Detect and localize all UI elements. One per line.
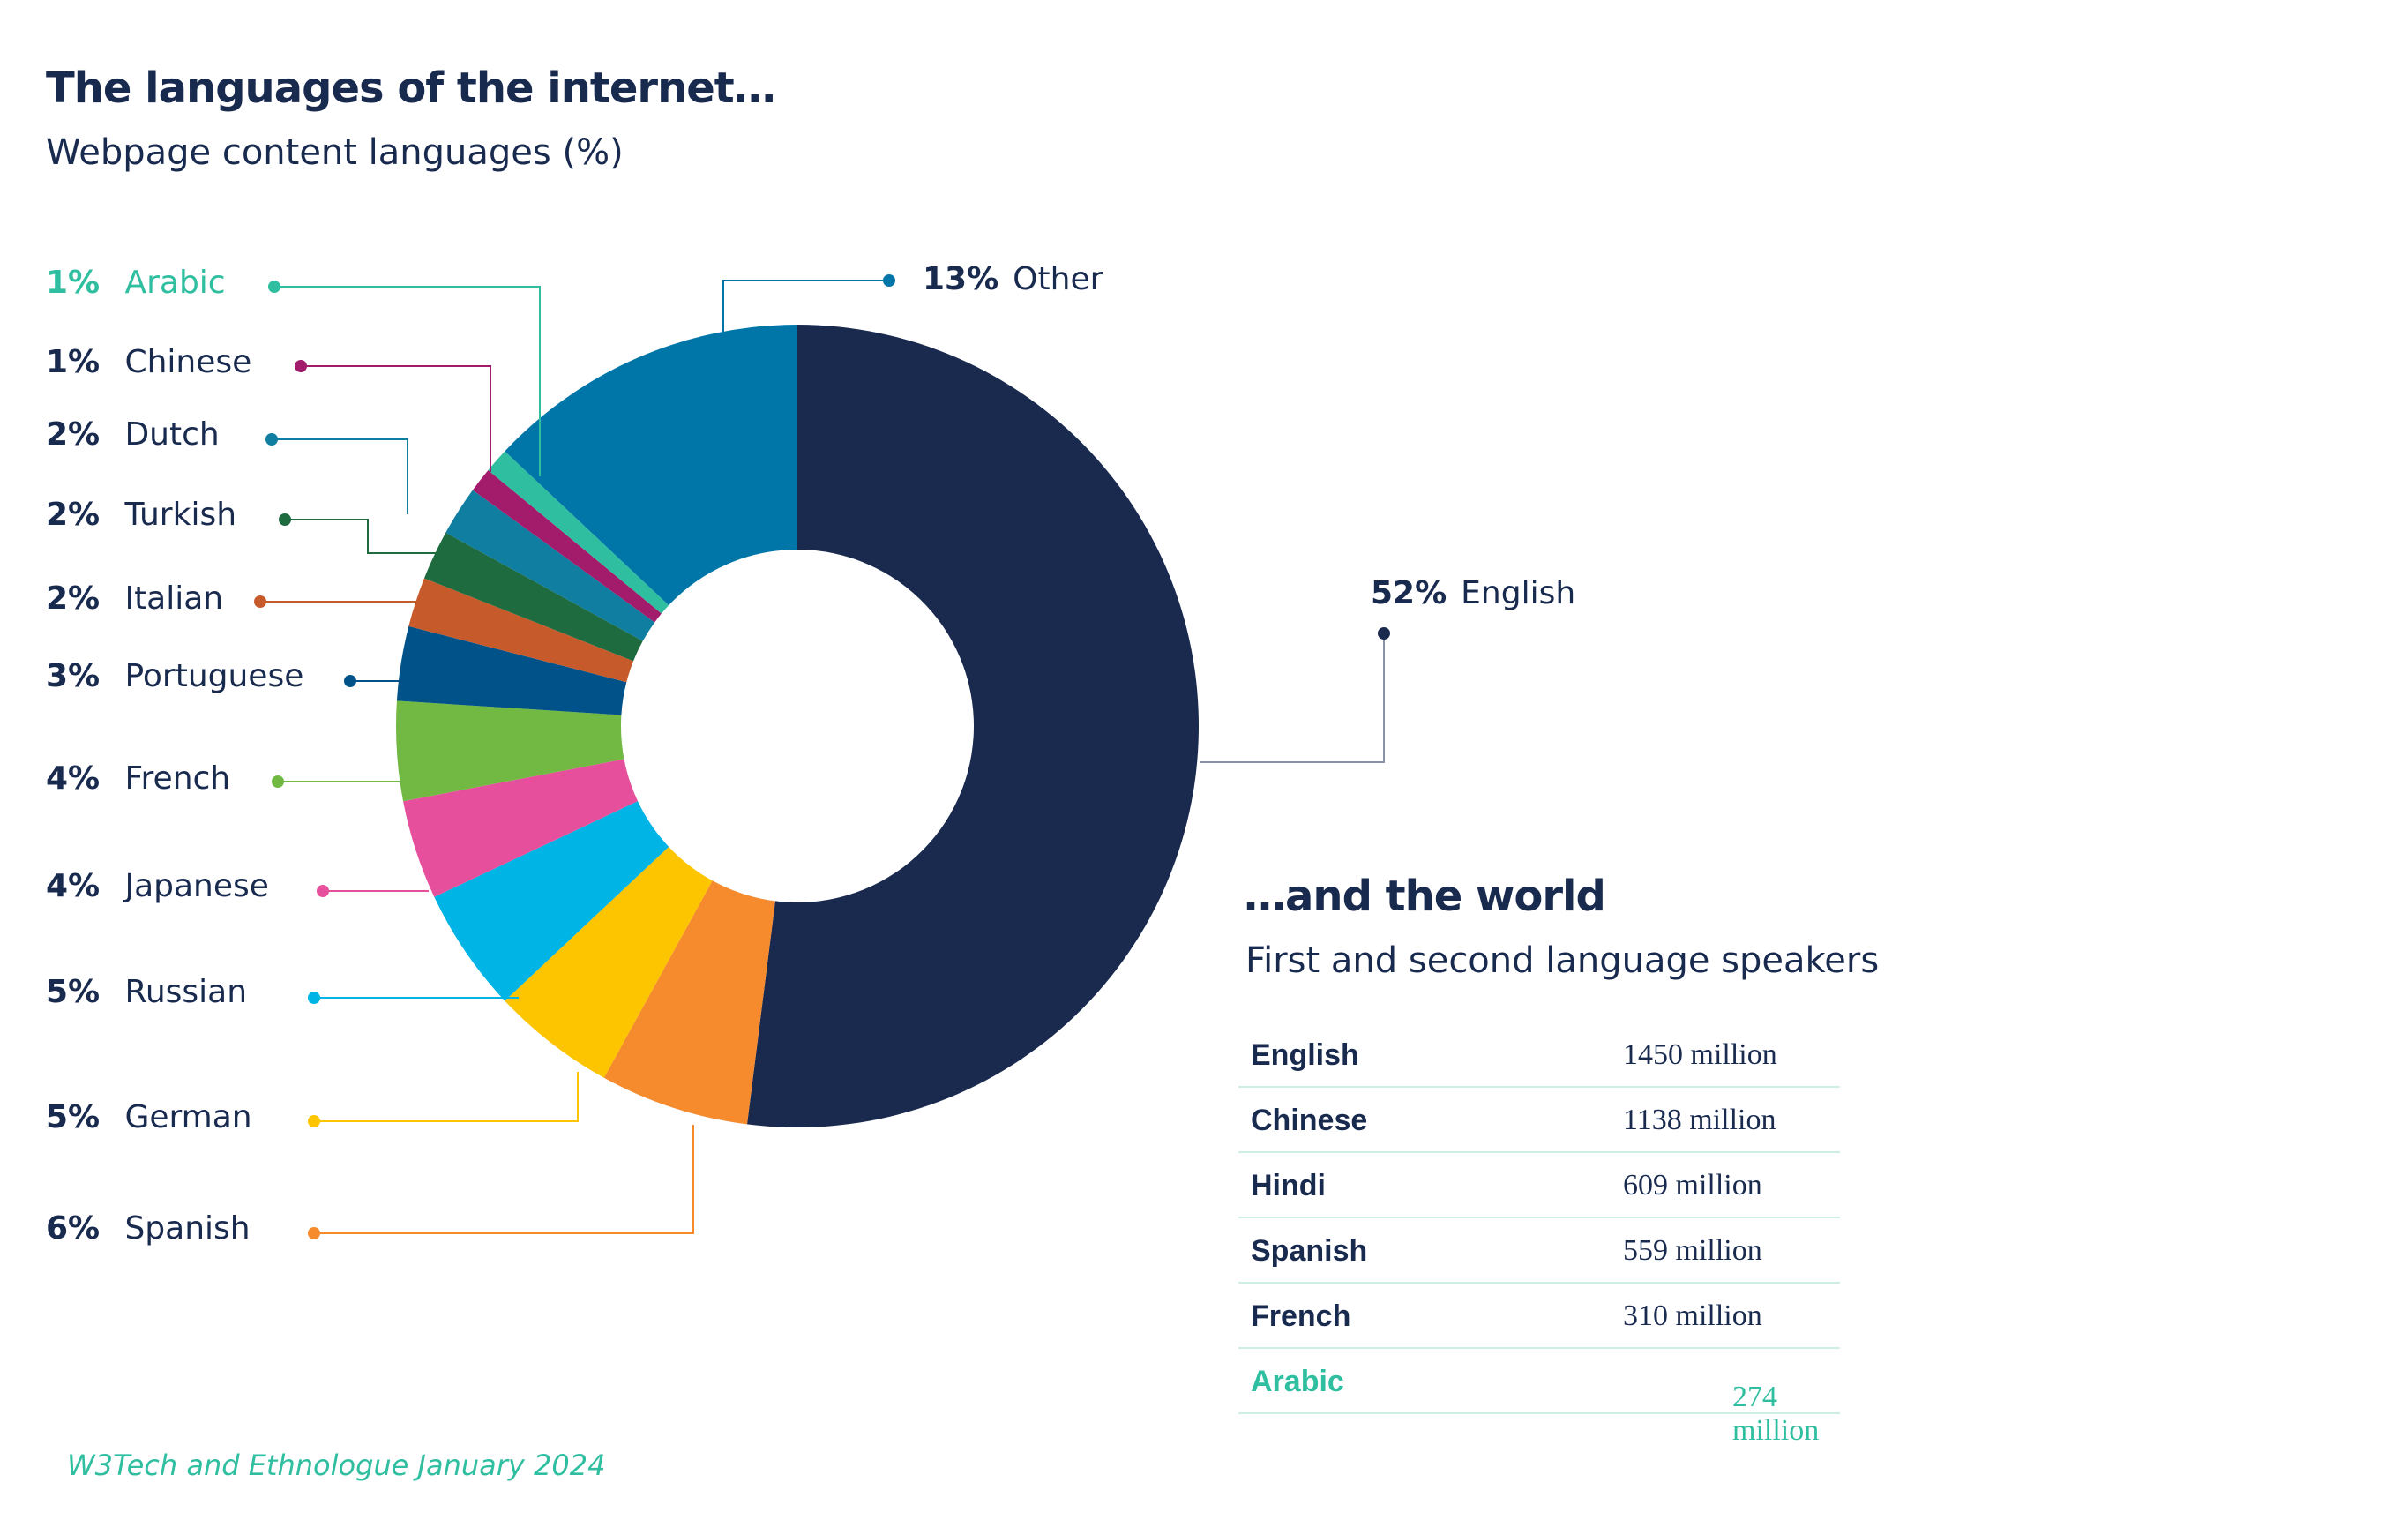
leader-line-turkish [285,519,441,554]
leader-line-german [314,1072,579,1122]
label-english-pct: 52% [1371,575,1447,611]
table-row: Hindi 609 million [1238,1153,1840,1218]
world-subtitle: First and second language speakers [1245,940,1880,981]
legend-pct: 5% [46,1099,101,1135]
row-language: Arabic [1251,1365,1344,1398]
row-speakers: 609 million [1623,1169,1762,1202]
slice-turkish [423,532,643,662]
page-title: The languages of the internet… [46,64,776,113]
row-language: French [1251,1299,1351,1333]
legend-name: Chinese [124,344,252,380]
leader-dot-dutch [265,433,278,446]
leader-line-chinese [301,365,491,472]
label-english-name: English [1461,575,1576,611]
legend-name: Portuguese [124,658,304,694]
table-row: Spanish 559 million [1238,1218,1840,1284]
legend-item-german: 5% German [46,1099,252,1135]
legend-pct: 2% [46,416,101,453]
slice-chinese [472,469,662,623]
legend-name: Turkish [124,497,237,533]
slice-italian [408,578,634,683]
leader-dot-spanish [308,1227,320,1239]
table-row: English 1450 million [1238,1022,1840,1088]
legend-pct: 2% [46,580,101,617]
legend-item-russian: 5% Russian [46,974,247,1010]
row-speakers: 559 million [1623,1234,1762,1267]
legend-name: Dutch [124,416,220,453]
table-row: French 310 million [1238,1284,1840,1349]
legend-name: Arabic [124,265,226,301]
legend-pct: 4% [46,868,101,904]
row-language: Hindi [1251,1169,1326,1202]
slice-other [505,325,797,606]
legend-item-italian: 2% Italian [46,580,223,617]
leader-line-dutch [272,438,408,514]
table-row: Arabic 274 million [1238,1349,1840,1447]
legend-item-arabic: 1% Arabic [46,265,226,301]
row-speakers: 1450 million [1623,1038,1777,1071]
page-subtitle: Webpage content languages (%) [46,132,624,173]
leader-line-spanish [314,1125,694,1234]
table-row: Chinese 1138 million [1238,1088,1840,1153]
legend-pct: 3% [46,658,101,694]
leader-dot-turkish [279,513,291,526]
legend-name: French [124,760,231,797]
row-speakers: 1138 million [1623,1104,1776,1136]
slice-german [505,846,713,1078]
leader-dot-german [308,1115,320,1127]
leader-dot-italian [254,595,266,608]
legend-name: Spanish [124,1210,251,1247]
legend-item-portuguese: 3% Portuguese [46,658,303,694]
legend-pct: 1% [46,265,101,301]
leader-dot-japanese [317,885,329,897]
legend-item-french: 4% French [46,760,230,797]
slice-japanese [403,759,639,897]
legend-item-japanese: 4% Japanese [46,868,269,904]
label-english: 52% English [1371,575,1575,611]
legend-name: Japanese [124,868,269,904]
leader-dot-other [883,274,895,287]
row-speakers: 310 million [1623,1299,1762,1332]
leader-dot-english [1378,627,1390,640]
leader-line-english [1200,633,1385,763]
legend-item-chinese: 1% Chinese [46,344,251,380]
row-language: Spanish [1251,1234,1368,1268]
slice-spanish [603,880,775,1125]
leader-dot-arabic [268,281,280,293]
leader-dot-russian [308,992,320,1004]
leader-line-other [722,280,889,332]
row-language: Chinese [1251,1104,1368,1137]
slice-russian [434,801,669,1001]
legend-item-dutch: 2% Dutch [46,416,220,453]
row-language: English [1251,1038,1359,1072]
legend-pct: 1% [46,344,101,380]
legend-pct: 4% [46,760,101,797]
legend-pct: 2% [46,497,101,533]
legend-item-spanish: 6% Spanish [46,1210,251,1247]
label-other-name: Other [1013,261,1103,297]
leader-dot-chinese [295,360,307,372]
legend-name: German [124,1099,252,1135]
label-other: 13% Other [923,261,1103,297]
slice-english [746,325,1199,1127]
legend-name: Russian [124,974,248,1010]
leader-line-arabic [274,286,541,476]
label-other-pct: 13% [923,261,999,297]
slice-dutch [445,490,655,641]
world-title: …and the world [1244,872,1606,921]
legend-pct: 6% [46,1210,101,1247]
slice-french [396,700,624,802]
leader-dot-french [272,775,284,788]
row-speakers: 274 million [1732,1381,1820,1447]
legend-item-turkish: 2% Turkish [46,497,236,533]
legend-pct: 5% [46,974,101,1010]
slice-arabic [488,451,669,614]
leader-dot-portuguese [344,675,356,687]
source-note: W3Tech and Ethnologue January 2024 [67,1449,606,1482]
legend-name: Italian [124,580,224,617]
speakers-table: English 1450 million Chinese 1138 millio… [1238,1022,1840,1447]
slice-portuguese [396,625,627,715]
